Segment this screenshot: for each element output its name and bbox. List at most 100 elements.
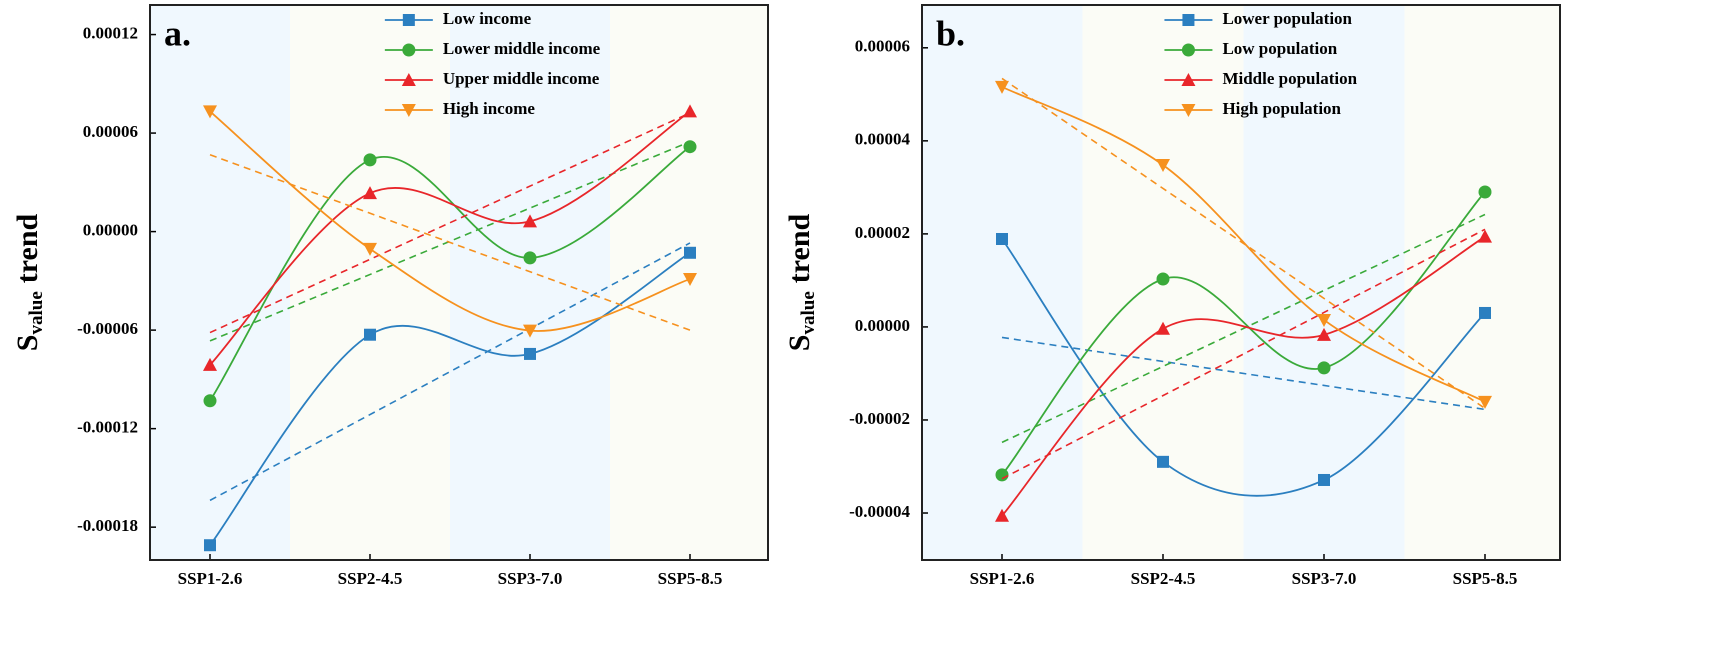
series — [203, 104, 697, 371]
shaded-band — [150, 5, 290, 560]
legend-label: Low population — [1222, 39, 1337, 58]
trend-line — [209, 242, 691, 502]
y-tick-label: 0.00006 — [83, 122, 138, 141]
y-label-main: S — [11, 335, 44, 352]
series-line — [209, 110, 691, 332]
legend-label: Middle population — [1222, 69, 1357, 88]
marker — [203, 105, 217, 119]
plot-frame — [921, 4, 1561, 561]
series-line — [209, 110, 691, 366]
marker — [995, 468, 1009, 482]
marker — [1478, 229, 1492, 243]
trend-line — [1001, 213, 1486, 444]
marker — [1157, 455, 1169, 468]
marker — [683, 140, 697, 154]
y-axis-label: Svalue trend — [11, 213, 47, 351]
marker — [524, 347, 536, 360]
trend-line — [1001, 336, 1486, 411]
x-tick-label: SSP1-2.6 — [970, 569, 1035, 588]
shaded-band — [1243, 5, 1405, 560]
marker — [1181, 43, 1195, 57]
series — [203, 105, 697, 338]
x-tick-label: SSP5-8.5 — [1453, 569, 1518, 588]
y-label-sub: value — [26, 291, 47, 334]
marker — [364, 328, 376, 341]
marker — [402, 14, 415, 26]
series — [996, 233, 1491, 497]
trend-line — [1001, 228, 1486, 480]
marker — [523, 214, 537, 228]
x-tick-label: SSP3-7.0 — [1292, 569, 1357, 588]
shaded-band — [922, 5, 1083, 560]
marker — [1181, 73, 1196, 86]
y-label-sub: value — [798, 291, 819, 334]
marker — [684, 246, 696, 259]
series — [995, 77, 1492, 410]
legend-label: High population — [1222, 99, 1341, 118]
marker — [203, 394, 217, 408]
y-tick-label: 0.00000 — [855, 316, 910, 335]
x-tick-label: SSP2-4.5 — [1131, 569, 1196, 588]
y-label-rest: trend — [11, 213, 44, 283]
series-line — [1001, 238, 1486, 497]
shaded-band — [450, 5, 610, 560]
x-tick-label: SSP3-7.0 — [498, 569, 563, 588]
legend-label: Low income — [443, 9, 532, 28]
legend-label: High income — [443, 99, 536, 118]
marker — [995, 80, 1009, 94]
marker — [363, 242, 377, 256]
series — [204, 242, 696, 552]
series-line — [1001, 235, 1486, 517]
marker — [996, 233, 1008, 246]
marker — [1479, 306, 1491, 319]
y-tick-label: -0.00012 — [77, 418, 138, 437]
panel-label: b. — [936, 13, 965, 53]
marker — [204, 539, 216, 552]
marker — [1318, 473, 1330, 486]
marker — [1317, 313, 1331, 327]
marker — [683, 104, 697, 118]
marker — [402, 43, 416, 57]
y-tick-label: -0.00018 — [77, 516, 138, 535]
plot-frame — [149, 4, 769, 561]
marker — [1478, 395, 1492, 409]
x-tick-label: SSP2-4.5 — [338, 569, 403, 588]
marker — [1156, 321, 1170, 335]
y-axis-label: Svalue trend — [783, 213, 819, 351]
panel-label: a. — [164, 13, 191, 53]
marker — [683, 273, 697, 287]
legend-label: Upper middle income — [443, 69, 600, 88]
marker — [523, 251, 537, 265]
trend-line — [209, 112, 691, 334]
y-tick-label: 0.00000 — [83, 221, 138, 240]
series-line — [209, 252, 691, 546]
marker — [401, 104, 416, 117]
marker — [1181, 104, 1196, 117]
marker — [523, 324, 537, 338]
y-tick-label: 0.00012 — [83, 23, 138, 42]
legend-label: Lower population — [1222, 9, 1352, 28]
marker — [203, 357, 217, 371]
marker — [995, 508, 1009, 522]
series — [995, 228, 1492, 522]
y-tick-label: 0.00004 — [855, 130, 911, 149]
marker — [1156, 272, 1170, 286]
marker — [401, 73, 416, 86]
y-tick-label: 0.00006 — [855, 37, 910, 56]
legend-label: Lower middle income — [443, 39, 601, 58]
x-tick-label: SSP1-2.6 — [178, 569, 243, 588]
marker — [1156, 159, 1170, 173]
y-tick-label: 0.00002 — [855, 223, 910, 242]
marker — [1317, 327, 1331, 341]
x-tick-label: SSP5-8.5 — [658, 569, 723, 588]
marker — [1317, 361, 1331, 375]
y-label-main: S — [783, 335, 816, 352]
y-tick-label: -0.00006 — [77, 319, 138, 338]
marker — [1182, 14, 1195, 26]
series-line — [1001, 86, 1486, 403]
marker — [1478, 185, 1492, 199]
marker — [363, 153, 377, 167]
y-label-rest: trend — [783, 213, 816, 283]
y-tick-label: -0.00004 — [849, 502, 910, 521]
